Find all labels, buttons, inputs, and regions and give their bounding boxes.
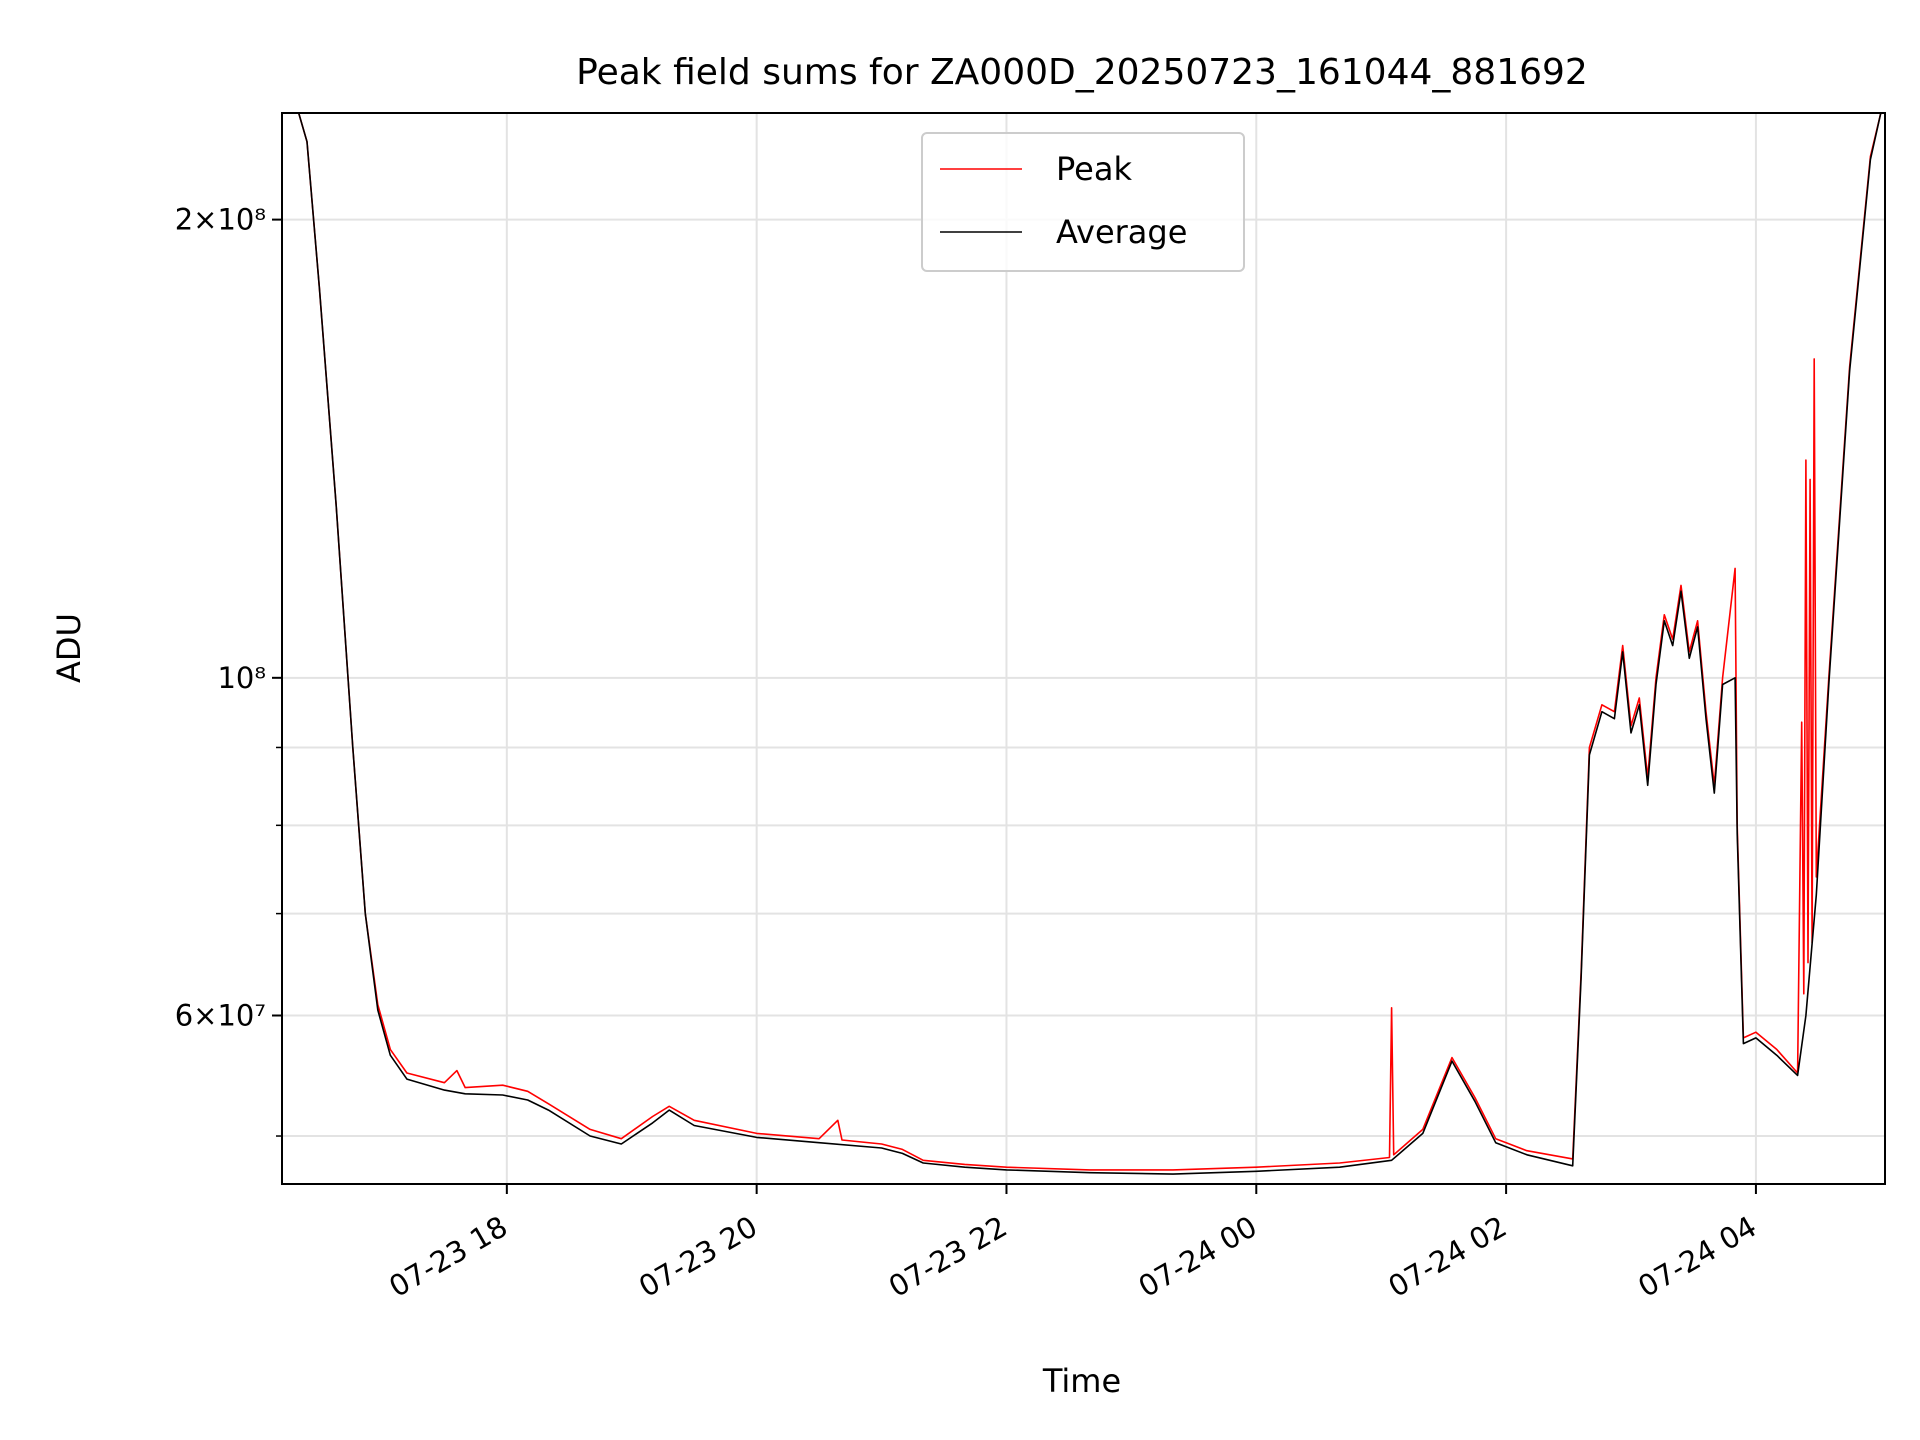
x-axis-ticks: 07-23 18 07-23 20 07-23 22 07-24 00 07-24 02… [383,1184,1762,1304]
y-tick-label: 6×10⁷ [175,999,266,1033]
series-line-average [282,113,1882,1175]
y-axis-ticks: 2×10⁸ 10⁸ 6×10⁷ [175,203,282,1137]
x-tick-label: 07-24 04 [1632,1209,1762,1304]
chart-title: Peak field sums for ZA000D_20250723_1610… [576,52,1588,93]
legend-label-peak: Peak [1056,150,1132,188]
x-tick-label: 07-23 18 [383,1209,513,1304]
axes-frame [281,112,1886,1185]
y-tick-label: 10⁸ [217,661,266,695]
series-line-peak [282,113,1882,1171]
gridlines [282,113,1885,1184]
legend-label-average: Average [1056,213,1187,251]
x-tick-label: 07-23 22 [883,1209,1013,1304]
x-axis-label: Time [1042,1362,1121,1400]
y-axis-label: ADU [50,613,88,683]
x-tick-label: 07-23 20 [633,1209,763,1304]
x-tick-label: 07-24 02 [1382,1209,1512,1304]
x-tick-label: 07-24 00 [1133,1209,1263,1304]
y-tick-label: 2×10⁸ [175,203,266,237]
plot-area [282,113,1882,1175]
legend-box [921,132,1245,272]
legend: Peak Average [921,132,1245,272]
